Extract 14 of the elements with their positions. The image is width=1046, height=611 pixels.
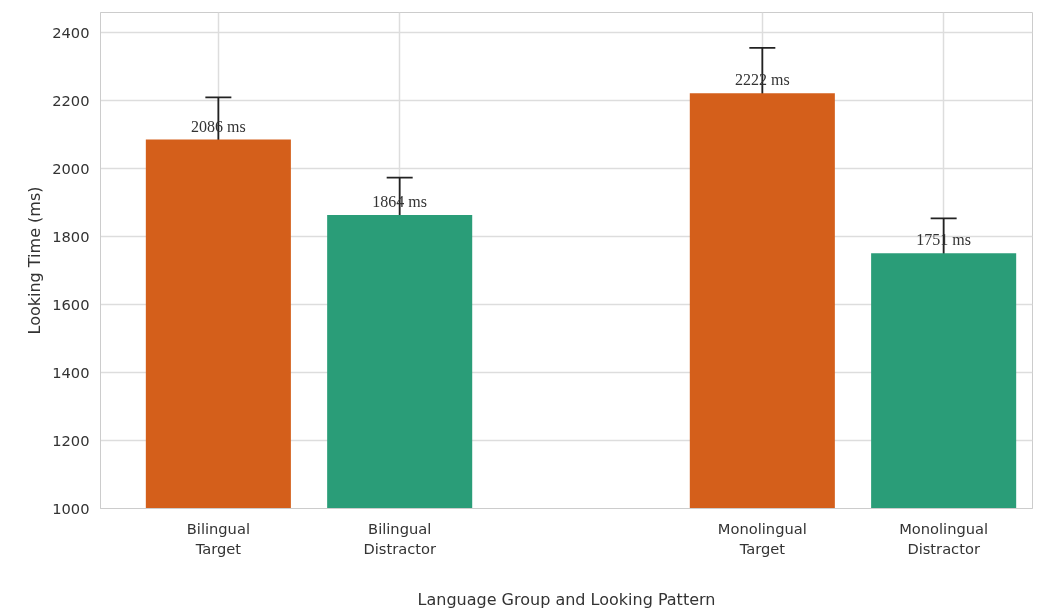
x-tick-label: Bilingual Target xyxy=(186,519,250,557)
x-tick-label: Monolingual Target xyxy=(717,519,807,557)
y-tick-label: 2200 xyxy=(52,91,90,109)
y-tick-label: 1200 xyxy=(52,431,90,449)
y-tick-label: 1800 xyxy=(52,227,90,245)
x-axis-title: Language Group and Looking Pattern xyxy=(417,589,716,609)
y-tick-label: 1600 xyxy=(52,295,90,313)
x-tick-label: Monolingual Distractor xyxy=(899,519,989,557)
y-tick-label: 1000 xyxy=(52,499,90,517)
y-axis-title: Looking Time (ms) xyxy=(25,186,45,335)
y-tick-label: 2000 xyxy=(52,159,90,177)
y-tick-label: 1400 xyxy=(52,363,90,381)
y-tick-label: 2400 xyxy=(52,23,90,41)
x-tick-label: Bilingual Distractor xyxy=(363,519,437,557)
